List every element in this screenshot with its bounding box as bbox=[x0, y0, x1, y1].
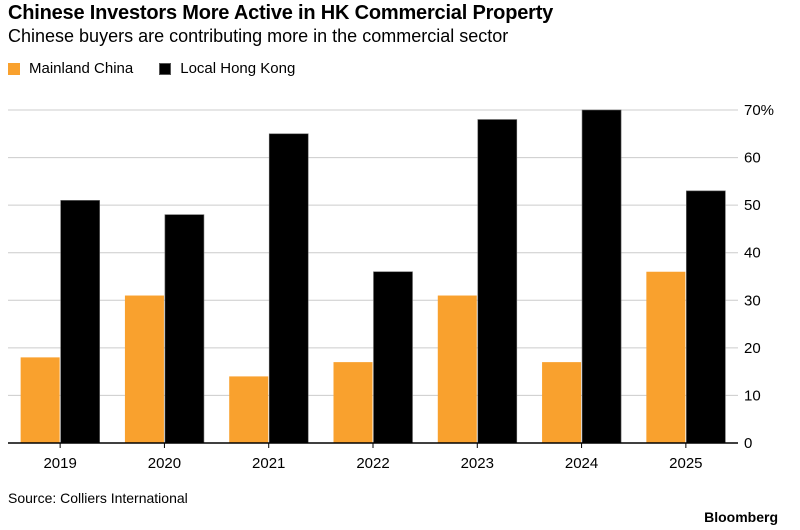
legend-label-mainland: Mainland China bbox=[29, 60, 134, 77]
legend-item-mainland: Mainland China bbox=[8, 60, 133, 77]
source-note: Source: Colliers International bbox=[8, 490, 188, 506]
x-tick-label: 2020 bbox=[148, 455, 181, 472]
bar-local bbox=[477, 119, 518, 444]
x-tick-label: 2021 bbox=[252, 455, 285, 472]
bar-local bbox=[373, 271, 413, 444]
y-tick-label: 50 bbox=[744, 197, 761, 214]
y-tick-label: 40 bbox=[744, 245, 761, 262]
bar-mainland bbox=[646, 271, 686, 443]
y-tick-label: 0 bbox=[744, 435, 752, 452]
y-tick-label: 10 bbox=[744, 387, 761, 404]
x-tick-label: 2022 bbox=[356, 455, 389, 472]
y-tick-label: 70% bbox=[744, 102, 774, 119]
x-tick-label: 2024 bbox=[565, 455, 598, 472]
x-tick-label: 2019 bbox=[43, 455, 76, 472]
legend-swatch-local bbox=[159, 62, 172, 75]
legend-item-local: Local Hong Kong bbox=[159, 60, 295, 77]
bar-mainland bbox=[124, 295, 164, 443]
x-tick-label: 2025 bbox=[669, 455, 702, 472]
chart-subtitle: Chinese buyers are contributing more in … bbox=[8, 26, 509, 46]
bar-local bbox=[686, 190, 726, 444]
y-tick-label: 20 bbox=[744, 340, 761, 357]
legend-swatch-mainland bbox=[8, 62, 20, 75]
bar-mainland bbox=[437, 295, 477, 443]
bar-mainland bbox=[542, 362, 582, 443]
x-tick-label: 2023 bbox=[461, 455, 494, 472]
bar-local bbox=[60, 200, 100, 444]
y-tick-label: 60 bbox=[744, 150, 761, 167]
bar-local bbox=[164, 214, 205, 444]
bar-mainland bbox=[229, 376, 269, 443]
chart-title: Chinese Investors More Active in HK Comm… bbox=[8, 2, 554, 24]
y-tick-label: 30 bbox=[744, 292, 761, 309]
brand-logo-text: Bloomberg bbox=[704, 509, 778, 525]
bar-mainland bbox=[333, 362, 373, 443]
legend: Mainland China Local Hong Kong bbox=[8, 60, 321, 77]
bar-local bbox=[268, 133, 309, 444]
bar-mainland bbox=[20, 357, 60, 443]
legend-label-local: Local Hong Kong bbox=[180, 60, 296, 77]
bar-local bbox=[581, 109, 622, 444]
